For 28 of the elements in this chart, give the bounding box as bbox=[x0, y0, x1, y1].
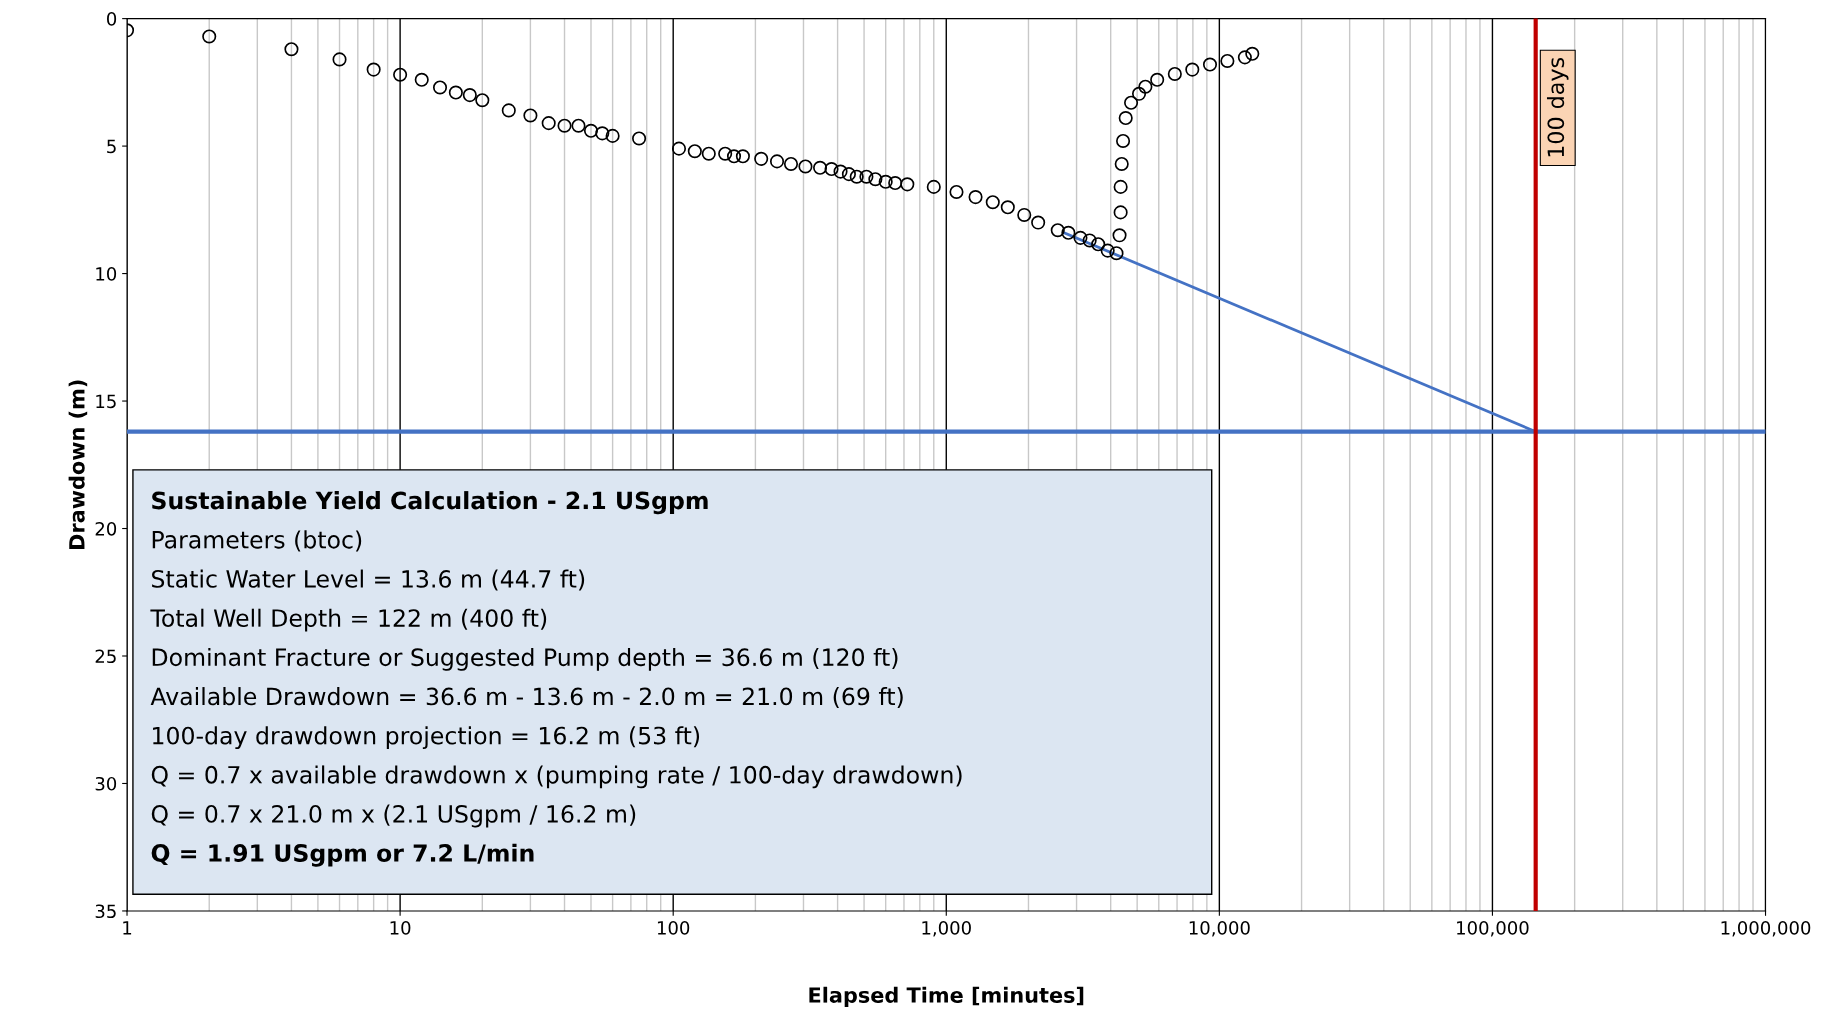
x-tick-label: 1,000 bbox=[922, 920, 971, 937]
y-tick-label: 20 bbox=[95, 521, 117, 536]
y-tick-label: 0 bbox=[107, 12, 117, 26]
annotation: Q = 0.7 x 21.0 m x (2.1 USgpm / 16.2 m) bbox=[151, 804, 636, 828]
x-tick-label: 100 bbox=[657, 920, 690, 935]
x-tick-label: 100,000 bbox=[1457, 920, 1529, 937]
x-tick-label: 10 bbox=[390, 920, 411, 935]
annotation: Sustainable Yield Calculation - 2.1 USgpm bbox=[152, 491, 708, 515]
y-axis-title: Drawdown (m) bbox=[68, 380, 88, 549]
ref-line-label: 100 days bbox=[1546, 57, 1569, 157]
annotation: Total Well Depth = 122 m (400 ft) bbox=[150, 608, 547, 632]
annotation: Available Drawdown = 36.6 m - 13.6 m - 2.0 m = 21.0 m (69 ft) bbox=[150, 687, 903, 709]
y-tick-label: 30 bbox=[95, 776, 117, 791]
x-axis-title: Elapsed Time [minutes] bbox=[809, 986, 1084, 1007]
annotation: Static Water Level = 13.6 m (44.7 ft) bbox=[152, 569, 585, 591]
y-tick-label: 25 bbox=[95, 649, 116, 664]
annotation: Q = 0.7 x available drawdown x (pumping rate / 100-day drawdown) bbox=[151, 765, 962, 789]
x-tick-label: 10,000 bbox=[1189, 920, 1250, 937]
y-tick-label: 35 bbox=[95, 904, 116, 919]
x-tick-label: 1 bbox=[123, 921, 132, 935]
y-tick-label: 10 bbox=[96, 267, 117, 281]
annotation: Dominant Fracture or Suggested Pump depth = 36.6 m (120 ft) bbox=[152, 647, 898, 671]
annotation: 100-day drawdown projection = 16.2 m (53 ft) bbox=[153, 726, 700, 750]
y-tick-label: 15 bbox=[96, 394, 116, 409]
annotation: Parameters (btoc) bbox=[152, 530, 362, 552]
x-tick-label: 1,000,000 bbox=[1721, 920, 1811, 937]
y-tick-label: 5 bbox=[107, 139, 116, 154]
annotation: Q = 1.91 USgpm or 7.2 L/min bbox=[151, 843, 534, 867]
